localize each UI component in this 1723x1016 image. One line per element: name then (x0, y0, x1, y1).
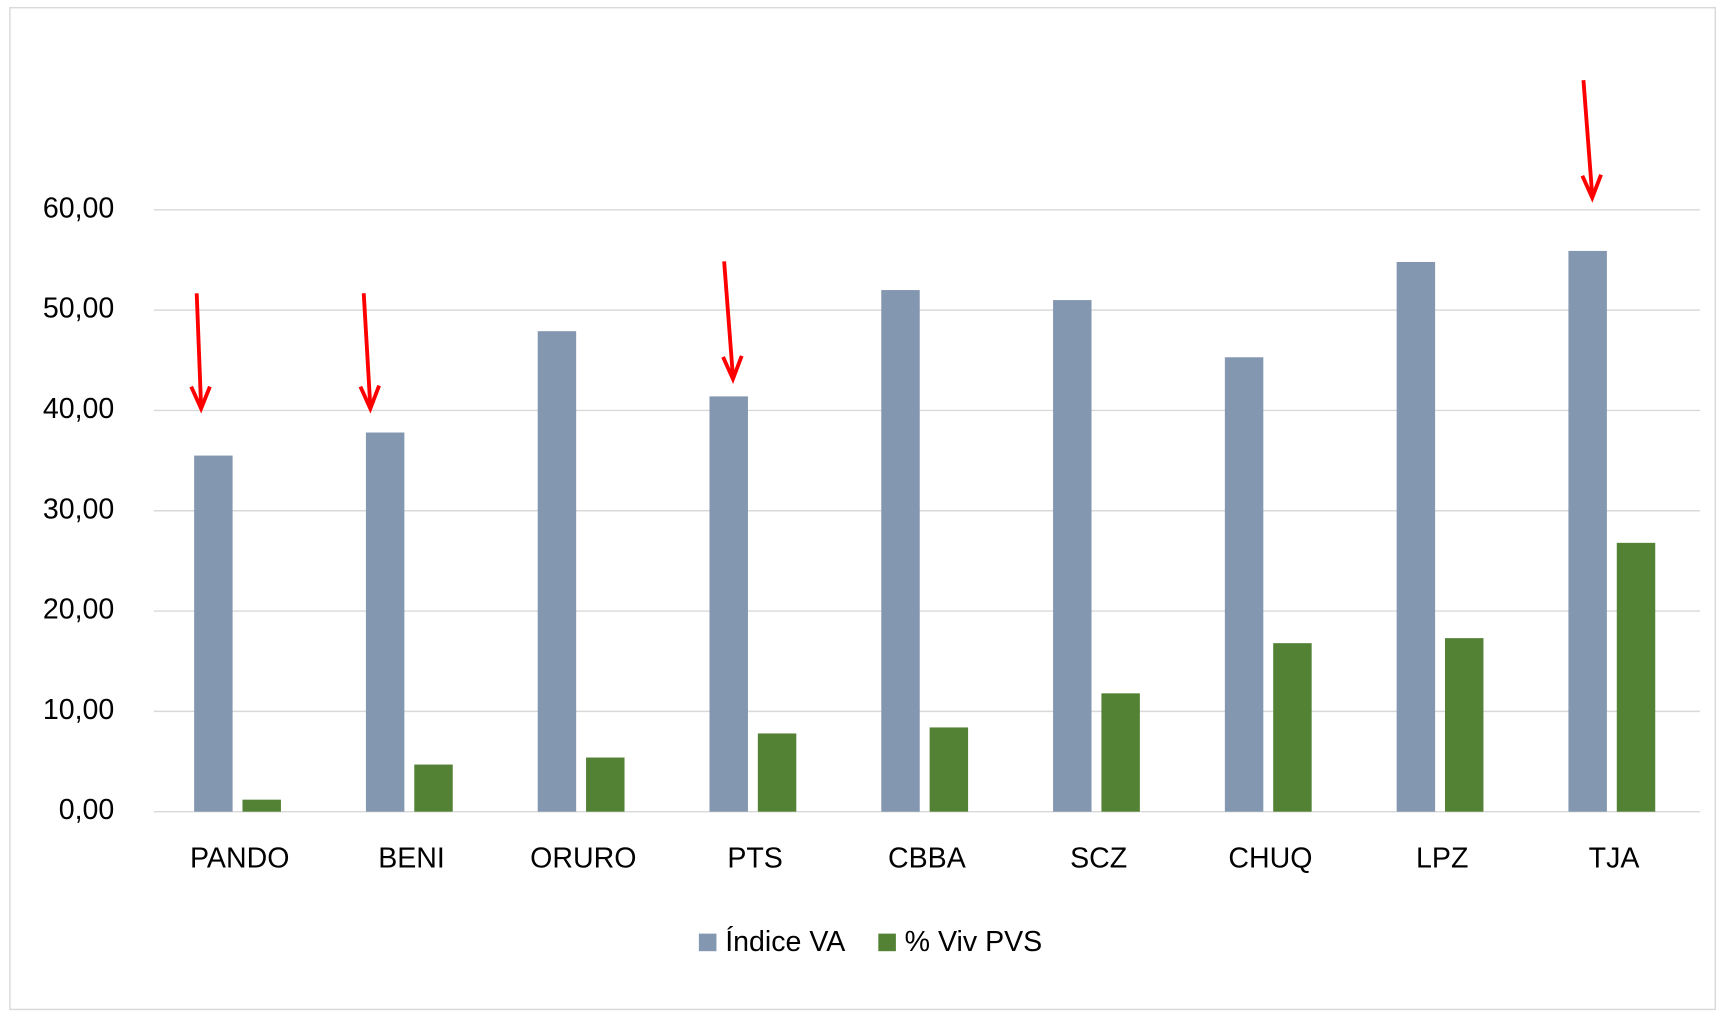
bar (1568, 250, 1607, 812)
y-tick-label: 30,00 (43, 493, 114, 525)
x-tick-label: ORURO (530, 843, 636, 875)
x-tick-label: SCZ (1070, 843, 1127, 875)
arrow (361, 293, 373, 407)
bar (242, 799, 281, 812)
arrow-head (721, 355, 744, 384)
x-tick-label: LPZ (1416, 843, 1468, 875)
bar (1616, 542, 1656, 812)
bar (709, 396, 748, 812)
bar (881, 290, 920, 812)
annotation-arrows (189, 80, 1603, 414)
x-tick-label: CHUQ (1228, 843, 1312, 875)
arrow-head (189, 385, 212, 414)
bar (586, 757, 625, 812)
legend-label: % Viv PVS (905, 926, 1043, 958)
legend: Índice VA % Viv PVS (698, 926, 1043, 958)
x-tick-label: PTS (727, 843, 783, 875)
bar (1444, 638, 1484, 812)
bar (1053, 300, 1092, 812)
legend-swatch (878, 933, 896, 952)
legend-label: Índice VA (725, 926, 845, 958)
bar (1224, 357, 1264, 812)
plot-area: 0,00 10,00 20,00 30,00 40,00 50,00 60,00 PANDO B… (43, 192, 1700, 958)
bar (365, 432, 405, 812)
legend-swatch (698, 933, 717, 952)
bar (1273, 643, 1312, 812)
y-tick-label: 60,00 (43, 192, 114, 224)
y-tick-label: 50,00 (43, 293, 114, 325)
y-tick-label: 20,00 (43, 594, 114, 626)
y-tick-label: 0,00 (59, 794, 115, 826)
bar (194, 455, 233, 812)
x-tick-label: TJA (1589, 843, 1640, 875)
bar (1396, 261, 1436, 812)
arrow-head (358, 384, 381, 414)
bar (757, 733, 797, 812)
y-tick-label: 10,00 (43, 694, 114, 726)
arrow (1581, 80, 1595, 196)
bar (1101, 693, 1140, 812)
x-tick-label: PANDO (190, 843, 289, 875)
arrow (722, 261, 735, 377)
arrow-head (1580, 173, 1603, 203)
x-tick-label: CBBA (888, 843, 966, 875)
x-tick-label: BENI (378, 843, 445, 875)
y-tick-label: 40,00 (43, 393, 114, 425)
bar (537, 331, 577, 812)
bar (414, 764, 453, 812)
bar (929, 727, 969, 812)
arrow (194, 293, 204, 407)
